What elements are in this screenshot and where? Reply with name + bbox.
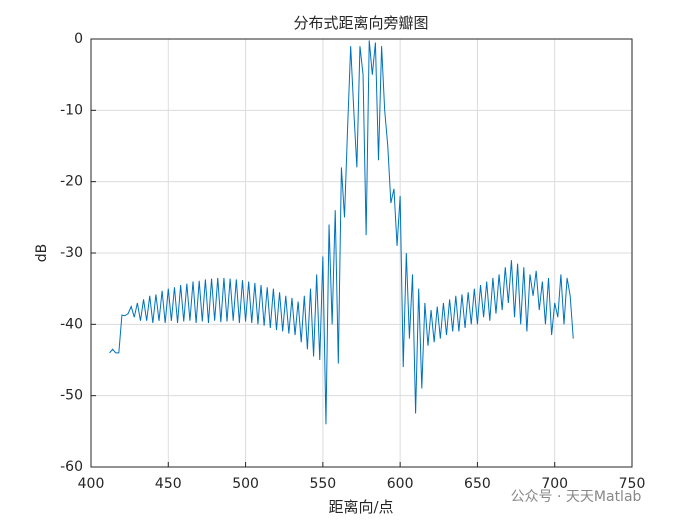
x-tick-label: 750: [619, 476, 646, 492]
y-tick-label: -40: [60, 316, 83, 332]
x-axis-label: 距离向/点: [328, 498, 393, 516]
watermark: 公众号 · 天天Matlab: [511, 489, 642, 505]
x-tick-label: 600: [387, 476, 414, 492]
y-axis-label: dB: [34, 244, 50, 263]
x-tick-label: 550: [309, 476, 336, 492]
x-tick-label: 500: [232, 476, 259, 492]
data-line: [109, 40, 574, 425]
y-tick-label: -50: [60, 388, 83, 404]
y-tick-label: -20: [60, 174, 83, 190]
x-tick-label: 650: [464, 476, 491, 492]
x-tick-label: 450: [155, 476, 182, 492]
chart-title: 分布式距离向旁瓣图: [293, 14, 428, 32]
y-tick-label: -30: [60, 245, 83, 261]
x-tick-label: 700: [541, 476, 568, 492]
y-tick-label: -10: [60, 102, 83, 118]
x-tick-label: 400: [78, 476, 105, 492]
y-tick-label: 0: [74, 31, 83, 47]
y-tick-label: -60: [60, 459, 83, 475]
plot-frame: [90, 38, 633, 468]
